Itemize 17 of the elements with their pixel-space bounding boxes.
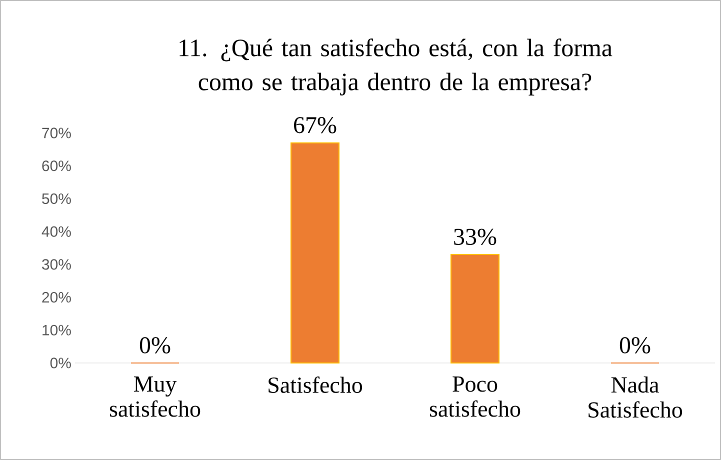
data-label: 0% xyxy=(620,337,650,354)
y-tick-label: 50% xyxy=(42,193,71,204)
chart-title: 11. ¿Qué tan satisfecho está, con la forma como se trabaja dentro de la empresa? xyxy=(180,38,612,96)
x-tick-label: Satisfecho xyxy=(268,376,362,393)
y-tick-label: 70% xyxy=(42,128,71,138)
x-tick-label: Nada Satisfecho xyxy=(588,376,682,418)
data-label: 67% xyxy=(294,117,336,134)
y-tick-label: 10% xyxy=(42,324,71,336)
data-label: 0% xyxy=(140,337,170,354)
y-tick-label: 20% xyxy=(42,292,71,303)
y-tick-label: 0% xyxy=(50,358,71,368)
data-label: 33% xyxy=(454,228,496,246)
x-tick-label: Poco satisfecho xyxy=(430,376,520,417)
y-tick-label: 30% xyxy=(42,259,71,270)
y-tick-label: 40% xyxy=(42,226,71,237)
y-tick-label: 60% xyxy=(42,160,71,172)
x-tick-label: Muy satisfecho xyxy=(110,376,200,417)
